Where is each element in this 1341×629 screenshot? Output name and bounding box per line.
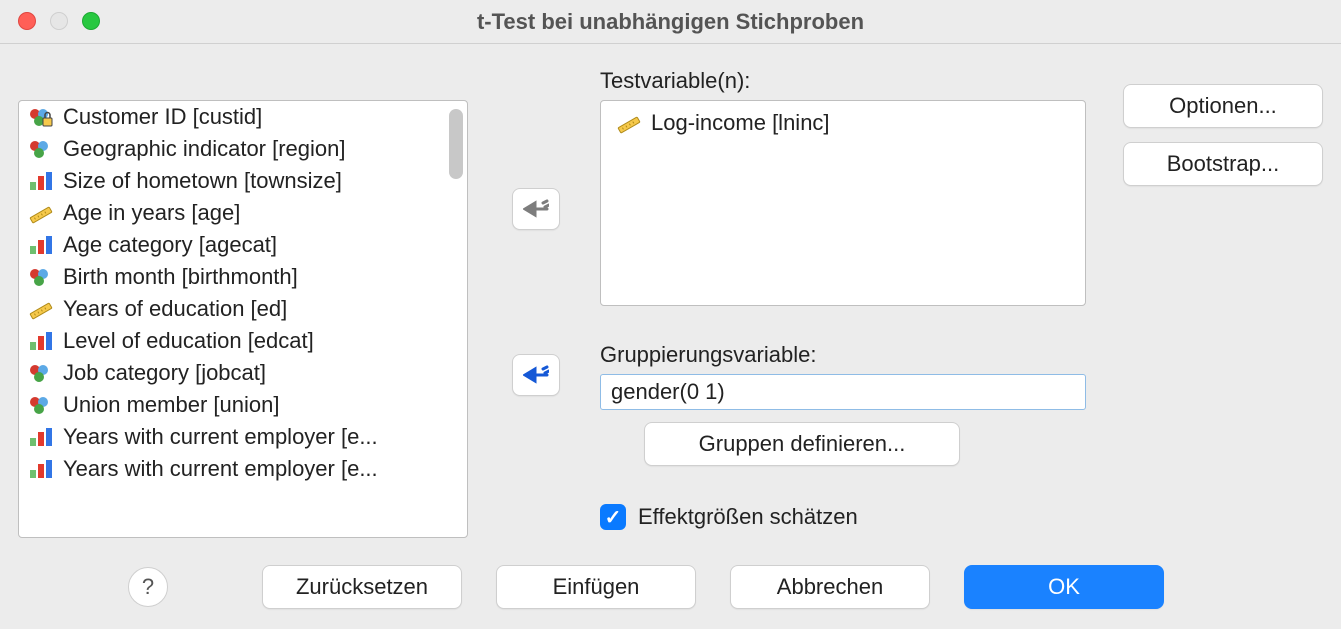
source-variable-item[interactable]: Years with current employer [e...: [19, 421, 467, 453]
arrow-left-icon: [523, 199, 549, 219]
source-variable-item[interactable]: Customer ID [custid]: [19, 101, 467, 133]
effect-sizes-label: Effektgrößen schätzen: [638, 504, 858, 530]
ordinal-icon: [27, 458, 55, 480]
effect-sizes-row: Effektgrößen schätzen: [600, 504, 858, 530]
nominal-icon: [27, 266, 55, 288]
scale-icon: [27, 202, 55, 224]
ordinal-icon: [27, 234, 55, 256]
variable-label: Log-income [lninc]: [651, 110, 830, 136]
titlebar: t-Test bei unabhängigen Stichproben: [0, 0, 1341, 44]
source-variable-item[interactable]: Job category [jobcat]: [19, 357, 467, 389]
variable-label: Years of education [ed]: [63, 296, 287, 322]
source-variable-item[interactable]: Age in years [age]: [19, 197, 467, 229]
variable-label: Years with current employer [e...: [63, 456, 378, 482]
effect-sizes-checkbox[interactable]: [600, 504, 626, 530]
grouping-variable-value: gender(0 1): [611, 379, 725, 405]
variable-label: Age category [agecat]: [63, 232, 277, 258]
define-groups-button[interactable]: Gruppen definieren...: [644, 422, 960, 466]
source-variable-item[interactable]: Level of education [edcat]: [19, 325, 467, 357]
source-variable-item[interactable]: Years of education [ed]: [19, 293, 467, 325]
nominal-icon: [27, 138, 55, 160]
ordinal-icon: [27, 170, 55, 192]
source-variable-item[interactable]: Birth month [birthmonth]: [19, 261, 467, 293]
bottom-button-row: ? Zurücksetzen Einfügen Abbrechen OK: [0, 565, 1341, 609]
side-button-column: Optionen... Bootstrap...: [1123, 84, 1323, 186]
dialog-body: Customer ID [custid] Geographic indicato…: [0, 44, 1341, 629]
variable-label: Size of hometown [townsize]: [63, 168, 342, 194]
bootstrap-button[interactable]: Bootstrap...: [1123, 142, 1323, 186]
move-to-test-button[interactable]: [512, 188, 560, 230]
source-variable-list[interactable]: Customer ID [custid] Geographic indicato…: [18, 100, 468, 538]
test-variable-list[interactable]: Log-income [lninc]: [600, 100, 1086, 306]
source-variable-item[interactable]: Age category [agecat]: [19, 229, 467, 261]
variable-label: Level of education [edcat]: [63, 328, 314, 354]
variable-label: Age in years [age]: [63, 200, 240, 226]
nominal-locked-icon: [27, 106, 55, 128]
close-window-button[interactable]: [18, 12, 36, 30]
variable-label: Union member [union]: [63, 392, 279, 418]
ordinal-icon: [27, 426, 55, 448]
options-button[interactable]: Optionen...: [1123, 84, 1323, 128]
test-variables-label: Testvariable(n):: [600, 68, 750, 94]
scale-icon: [27, 298, 55, 320]
window-title: t-Test bei unabhängigen Stichproben: [477, 9, 864, 35]
variable-label: Customer ID [custid]: [63, 104, 262, 130]
source-variable-item[interactable]: Union member [union]: [19, 389, 467, 421]
nominal-icon: [27, 362, 55, 384]
variable-label: Job category [jobcat]: [63, 360, 266, 386]
dialog-window: t-Test bei unabhängigen Stichproben Cust…: [0, 0, 1341, 629]
reset-button[interactable]: Zurücksetzen: [262, 565, 462, 609]
grouping-variable-field[interactable]: gender(0 1): [600, 374, 1086, 410]
test-variable-item[interactable]: Log-income [lninc]: [607, 107, 1079, 139]
paste-button[interactable]: Einfügen: [496, 565, 696, 609]
nominal-icon: [27, 394, 55, 416]
cancel-button[interactable]: Abbrechen: [730, 565, 930, 609]
variable-label: Birth month [birthmonth]: [63, 264, 298, 290]
variable-label: Years with current employer [e...: [63, 424, 378, 450]
minimize-window-button: [50, 12, 68, 30]
variable-label: Geographic indicator [region]: [63, 136, 346, 162]
zoom-window-button[interactable]: [82, 12, 100, 30]
grouping-variable-label: Gruppierungsvariable:: [600, 342, 816, 368]
ordinal-icon: [27, 330, 55, 352]
move-to-grouping-button[interactable]: [512, 354, 560, 396]
help-button[interactable]: ?: [128, 567, 168, 607]
scale-icon: [615, 112, 643, 134]
scrollbar-thumb[interactable]: [449, 109, 463, 179]
source-variable-item[interactable]: Size of hometown [townsize]: [19, 165, 467, 197]
source-variable-item[interactable]: Geographic indicator [region]: [19, 133, 467, 165]
arrow-left-blue-icon: [523, 365, 549, 385]
source-variable-item[interactable]: Years with current employer [e...: [19, 453, 467, 485]
window-controls: [18, 12, 100, 30]
ok-button[interactable]: OK: [964, 565, 1164, 609]
